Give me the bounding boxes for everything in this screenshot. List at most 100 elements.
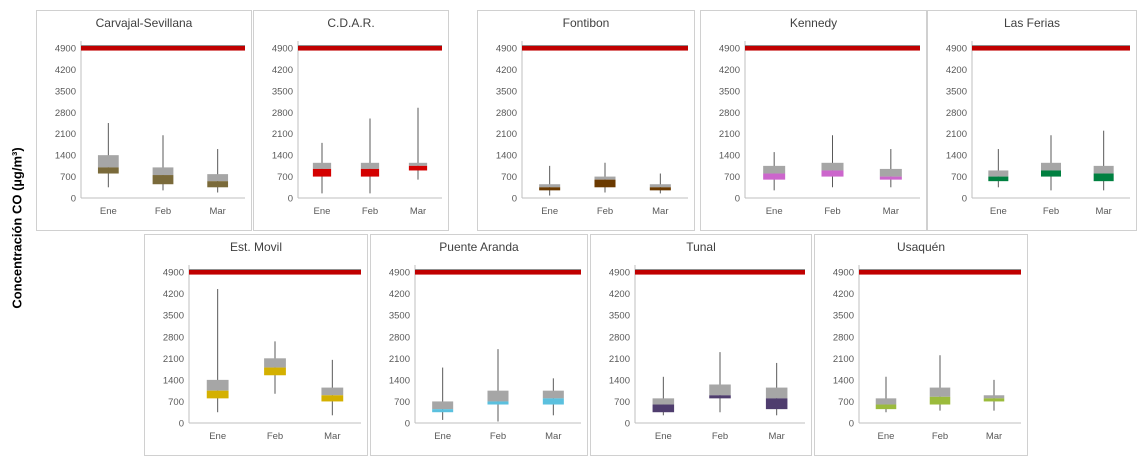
x-tick-label: Mar	[545, 431, 561, 442]
y-tick-label: 700	[724, 172, 740, 183]
chart-svg: 0 700 1400 2100 2800 3500 4200 4900 Ene Feb Mar	[719, 41, 920, 217]
y-tick-label: 0	[625, 419, 630, 430]
y-tick-label: 3500	[55, 86, 76, 97]
box-lower	[264, 367, 286, 376]
box-upper	[408, 162, 428, 166]
box-upper	[264, 358, 286, 368]
y-tick-label: 3500	[272, 86, 293, 97]
y-tick-label: 3500	[389, 311, 410, 322]
y-tick-label: 4200	[719, 65, 740, 76]
panel-title: Las Ferias	[1003, 16, 1061, 30]
y-tick-label: 3500	[946, 86, 967, 97]
y-tick-label: 2800	[946, 108, 967, 119]
panel-title: Puente Aranda	[439, 240, 519, 254]
y-tick-label: 700	[394, 397, 410, 408]
y-tick-label: 2100	[833, 354, 854, 365]
box-upper	[207, 174, 229, 182]
y-tick-label: 1400	[389, 375, 410, 386]
box-lower	[432, 409, 454, 413]
panel-est-movil: Est. Movil 0 700 1400 2100 2800 3500 4200 4900 E…	[144, 234, 368, 456]
box-upper	[821, 162, 844, 171]
y-tick-label: 700	[614, 397, 630, 408]
box-lower	[206, 390, 229, 399]
chart-svg: 0 700 1400 2100 2800 3500 4200 4900 Ene Feb Mar	[609, 265, 805, 442]
panel-usaquen: Usaquén 0 700 1400 2100 2800 3500 4200 4900 Ene F…	[814, 234, 1028, 456]
limit-line	[298, 45, 442, 51]
y-tick-label: 2100	[55, 129, 76, 140]
box-upper	[594, 176, 616, 180]
box-lower	[1040, 170, 1062, 177]
box-upper	[983, 395, 1005, 399]
y-tick-label: 4200	[496, 65, 517, 76]
y-tick-label: 700	[168, 397, 184, 408]
box-lower	[709, 395, 731, 399]
box-lower	[312, 168, 332, 177]
panel-kennedy: Kennedy 0 700 1400 2100 2800 3500 4200 4900 Ene F…	[700, 10, 927, 231]
y-tick-label: 700	[838, 397, 854, 408]
box-lower	[542, 398, 564, 405]
x-tick-label: Feb	[267, 431, 283, 442]
chart-svg: 0 700 1400 2100 2800 3500 4200 4900 Ene Feb Mar	[163, 265, 361, 442]
y-tick-label: 2100	[946, 129, 967, 140]
x-tick-label: Mar	[1095, 206, 1111, 217]
chart-svg: 0 700 1400 2100 2800 3500 4200 4900 Ene Feb Mar	[833, 265, 1021, 442]
box-lower	[487, 401, 509, 405]
y-axis-label-container: Concentración CO (µg/m³)	[0, 0, 34, 456]
box-upper	[988, 170, 1009, 177]
y-tick-label: 0	[288, 194, 293, 205]
x-tick-label: Ene	[434, 431, 451, 442]
y-tick-label: 2800	[496, 108, 517, 119]
y-tick-label: 4900	[609, 268, 630, 279]
panel-puente-aranda: Puente Aranda 0 700 1400 2100 2800 3500 4200 49…	[370, 234, 588, 456]
panel-title: Fontibon	[562, 16, 610, 30]
box-upper	[765, 387, 788, 399]
y-tick-label: 4900	[946, 44, 967, 55]
panel-title: Est. Movil	[229, 240, 282, 254]
y-tick-label: 2800	[719, 108, 740, 119]
box-upper	[432, 401, 454, 410]
x-tick-label: Feb	[824, 206, 840, 217]
box-upper	[929, 387, 951, 397]
y-tick-label: 2800	[609, 332, 630, 343]
limit-line	[859, 269, 1021, 275]
y-tick-label: 1400	[833, 375, 854, 386]
y-tick-label: 4900	[719, 44, 740, 55]
y-tick-label: 2100	[496, 129, 517, 140]
y-tick-label: 4200	[833, 289, 854, 300]
y-tick-label: 1400	[163, 375, 184, 386]
y-tick-label: 4200	[389, 289, 410, 300]
box-lower	[821, 170, 844, 177]
x-tick-label: Feb	[597, 206, 613, 217]
box-upper	[652, 398, 675, 405]
y-tick-label: 0	[962, 194, 967, 205]
limit-line	[81, 45, 245, 51]
limit-line	[635, 269, 805, 275]
y-tick-label: 0	[735, 194, 740, 205]
x-tick-label: Ene	[209, 431, 226, 442]
box-lower	[983, 398, 1005, 402]
box-lower	[539, 187, 561, 191]
x-tick-label: Ene	[314, 206, 331, 217]
box-upper	[649, 184, 671, 188]
chart-svg: 0 700 1400 2100 2800 3500 4200 4900 Ene Feb Mar	[55, 41, 245, 217]
y-tick-label: 4900	[389, 268, 410, 279]
y-tick-label: 3500	[719, 86, 740, 97]
box-lower	[321, 395, 344, 402]
box-upper	[206, 379, 229, 391]
x-tick-label: Feb	[932, 431, 948, 442]
box-upper	[709, 384, 731, 396]
y-axis-label: Concentración CO (µg/m³)	[9, 147, 25, 309]
y-tick-label: 2800	[55, 108, 76, 119]
box-upper	[1093, 165, 1114, 174]
box-upper	[542, 390, 564, 399]
y-tick-label: 1400	[719, 151, 740, 162]
box-lower	[152, 175, 174, 185]
limit-line	[745, 45, 920, 51]
panel-carvajal-sevillana: Carvajal-Sevillana 0 700 1400 2100 2800 3500 4…	[36, 10, 252, 231]
box-lower	[408, 165, 428, 171]
box-lower	[879, 176, 902, 180]
y-tick-label: 4200	[609, 289, 630, 300]
box-upper	[312, 162, 332, 169]
y-tick-label: 2800	[163, 332, 184, 343]
box-lower	[649, 187, 671, 191]
